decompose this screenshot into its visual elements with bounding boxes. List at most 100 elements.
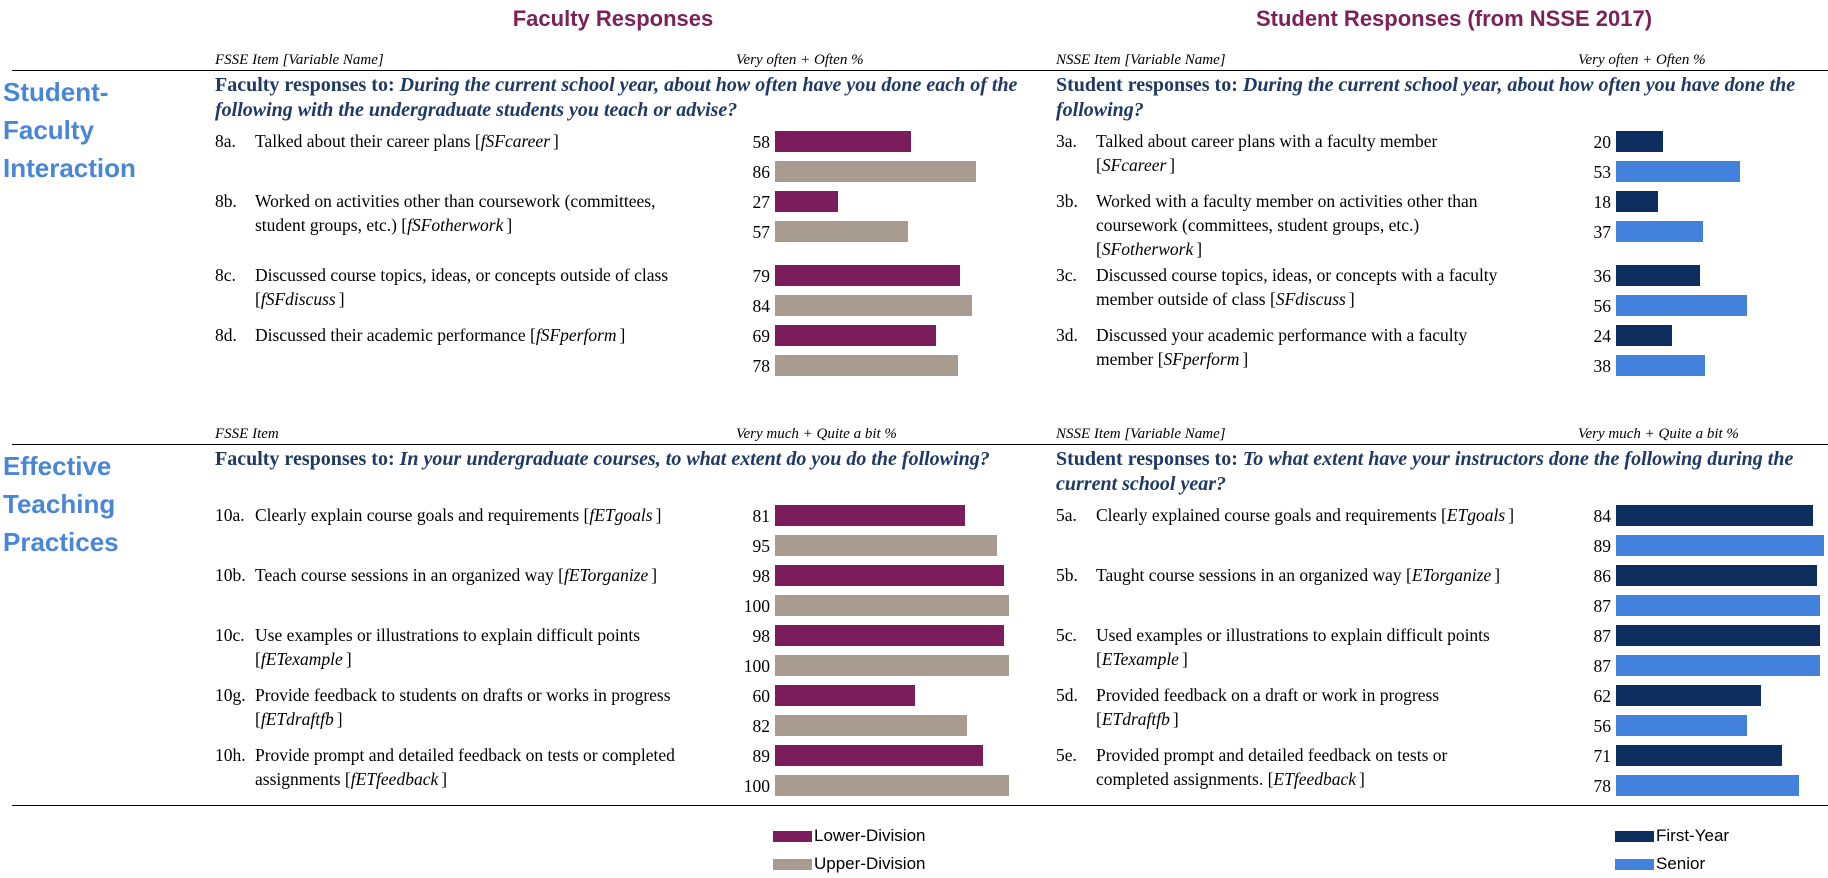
- bars: [770, 741, 1056, 801]
- value-label: 84: [752, 296, 771, 316]
- header-spacer: [12, 46, 215, 71]
- bars: [770, 187, 1056, 261]
- bar-line: [770, 531, 1056, 561]
- item-code: 5c.: [1056, 625, 1077, 645]
- section-name-line: Student-: [3, 77, 109, 107]
- item-text-main: Talked about career plans with a faculty…: [1096, 131, 1438, 175]
- bar-line: [770, 321, 1056, 351]
- item-text: Clearly explain course goals and require…: [255, 501, 715, 561]
- item-variable: ETdraftfb: [1101, 709, 1170, 729]
- faculty-prompt: Faculty responses to: In your undergradu…: [215, 445, 1056, 501]
- item-variable: fSFotherwork: [407, 215, 504, 235]
- bar: [1616, 775, 1799, 796]
- bar: [775, 745, 984, 766]
- bar: [1616, 355, 1705, 376]
- item-text: Clearly explained course goals and requi…: [1096, 501, 1556, 561]
- bottom-rule: [12, 805, 1828, 806]
- value-label: 18: [1593, 192, 1612, 212]
- student-pct-header: Very much + Quite a bit %: [1556, 420, 1828, 445]
- item-text-after: ]: [441, 769, 448, 789]
- student-item-header: NSSE Item [Variable Name]: [1056, 420, 1556, 445]
- value-label: 69: [752, 326, 771, 346]
- values: 69 78: [715, 321, 771, 381]
- item-text: Provide feedback to students on drafts o…: [255, 681, 715, 741]
- bar-line: [770, 187, 1056, 217]
- bar-line: [1611, 127, 1828, 157]
- bar: [775, 325, 937, 346]
- item-variable: fETfeedback: [350, 769, 439, 789]
- item-code: 8c.: [215, 265, 236, 285]
- section-name-line: Teaching: [3, 489, 116, 519]
- value-label: 38: [1593, 356, 1612, 376]
- value-label: 20: [1593, 132, 1612, 152]
- item-text: Use examples or illustrations to explain…: [255, 621, 715, 681]
- legend-label: Lower-Division: [814, 826, 926, 845]
- titles: Faculty Responses Student Responses (fro…: [0, 0, 1828, 46]
- item-code: 8b.: [215, 191, 237, 211]
- value-label: 53: [1593, 162, 1612, 182]
- item-text-after: ]: [1196, 239, 1203, 259]
- legend-swatch: [1615, 859, 1654, 871]
- bar: [775, 505, 965, 526]
- bar-line: [1611, 291, 1828, 321]
- item-text: Worked on activities other than coursewo…: [255, 187, 715, 261]
- legend-label: Senior: [1656, 854, 1706, 873]
- bar: [775, 535, 998, 556]
- legend: Lower-Division Upper-Division: [773, 822, 925, 878]
- value-label: 87: [1593, 656, 1612, 676]
- item-text-after: ]: [651, 565, 658, 585]
- prompt-question: During the current school year, about ho…: [1056, 74, 1796, 121]
- item-text-body: Discussed your academic performance with…: [1096, 323, 1516, 371]
- item-code: 3b.: [1056, 191, 1078, 211]
- item-text: Provided prompt and detailed feedback on…: [1096, 741, 1556, 801]
- values: 84 89: [1556, 501, 1612, 561]
- item-variable: fSFdiscuss: [260, 289, 336, 309]
- item-text: Talked about career plans with a faculty…: [1096, 127, 1556, 187]
- bars: [1611, 561, 1828, 621]
- bar: [775, 355, 958, 376]
- prompt-question: To what extent have your instructors don…: [1056, 448, 1794, 495]
- item-code: 5d.: [1056, 685, 1078, 705]
- bar-line: [1611, 187, 1828, 217]
- bar-line: [770, 127, 1056, 157]
- item-text-body: Use examples or illustrations to explain…: [255, 623, 675, 671]
- item-variable: SFdiscuss: [1275, 289, 1346, 309]
- item-variable: fSFcareer: [480, 131, 551, 151]
- item-text-main: Discussed their academic performance [: [255, 325, 536, 345]
- value-label: 81: [752, 506, 771, 526]
- bar: [775, 565, 1005, 586]
- value-label: 95: [752, 536, 771, 556]
- bar: [1616, 565, 1818, 586]
- value-label: 79: [752, 266, 771, 286]
- bar-line: [770, 561, 1056, 591]
- bars: [770, 621, 1056, 681]
- bar: [775, 295, 972, 316]
- value-label: 60: [752, 686, 771, 706]
- value-label: 89: [752, 746, 771, 766]
- item-text-body: Provided prompt and detailed feedback on…: [1096, 743, 1516, 791]
- value-label: 78: [1593, 776, 1612, 796]
- value-label: 98: [752, 626, 771, 646]
- item-variable: fETgoals: [589, 505, 653, 525]
- item-variable: fETorganize: [563, 565, 649, 585]
- prompt-lead: Student responses to:: [1056, 448, 1243, 470]
- item-code: 3c.: [1056, 265, 1077, 285]
- legend-label: First-Year: [1656, 826, 1730, 845]
- values: 71 78: [1556, 741, 1612, 801]
- item-text-body: Discussed their academic performance [fS…: [255, 323, 675, 347]
- item-variable: fETexample: [260, 649, 343, 669]
- item-text-body: Clearly explained course goals and requi…: [1096, 503, 1516, 527]
- bar: [1616, 745, 1783, 766]
- content: FSSE Item [Variable Name] Very often + Of…: [0, 46, 1828, 806]
- bar: [775, 625, 1005, 646]
- item-text-body: Provided feedback on a draft or work in …: [1096, 683, 1516, 731]
- value-label: 100: [743, 596, 770, 616]
- item-variable: ETorganize: [1411, 565, 1492, 585]
- bar-line: [1611, 651, 1828, 681]
- legend-swatch: [1615, 831, 1654, 843]
- item-code: 8d.: [215, 325, 237, 345]
- bar: [1616, 221, 1703, 242]
- bar: [775, 191, 839, 212]
- bars: [770, 321, 1056, 381]
- value-label: 87: [1593, 596, 1612, 616]
